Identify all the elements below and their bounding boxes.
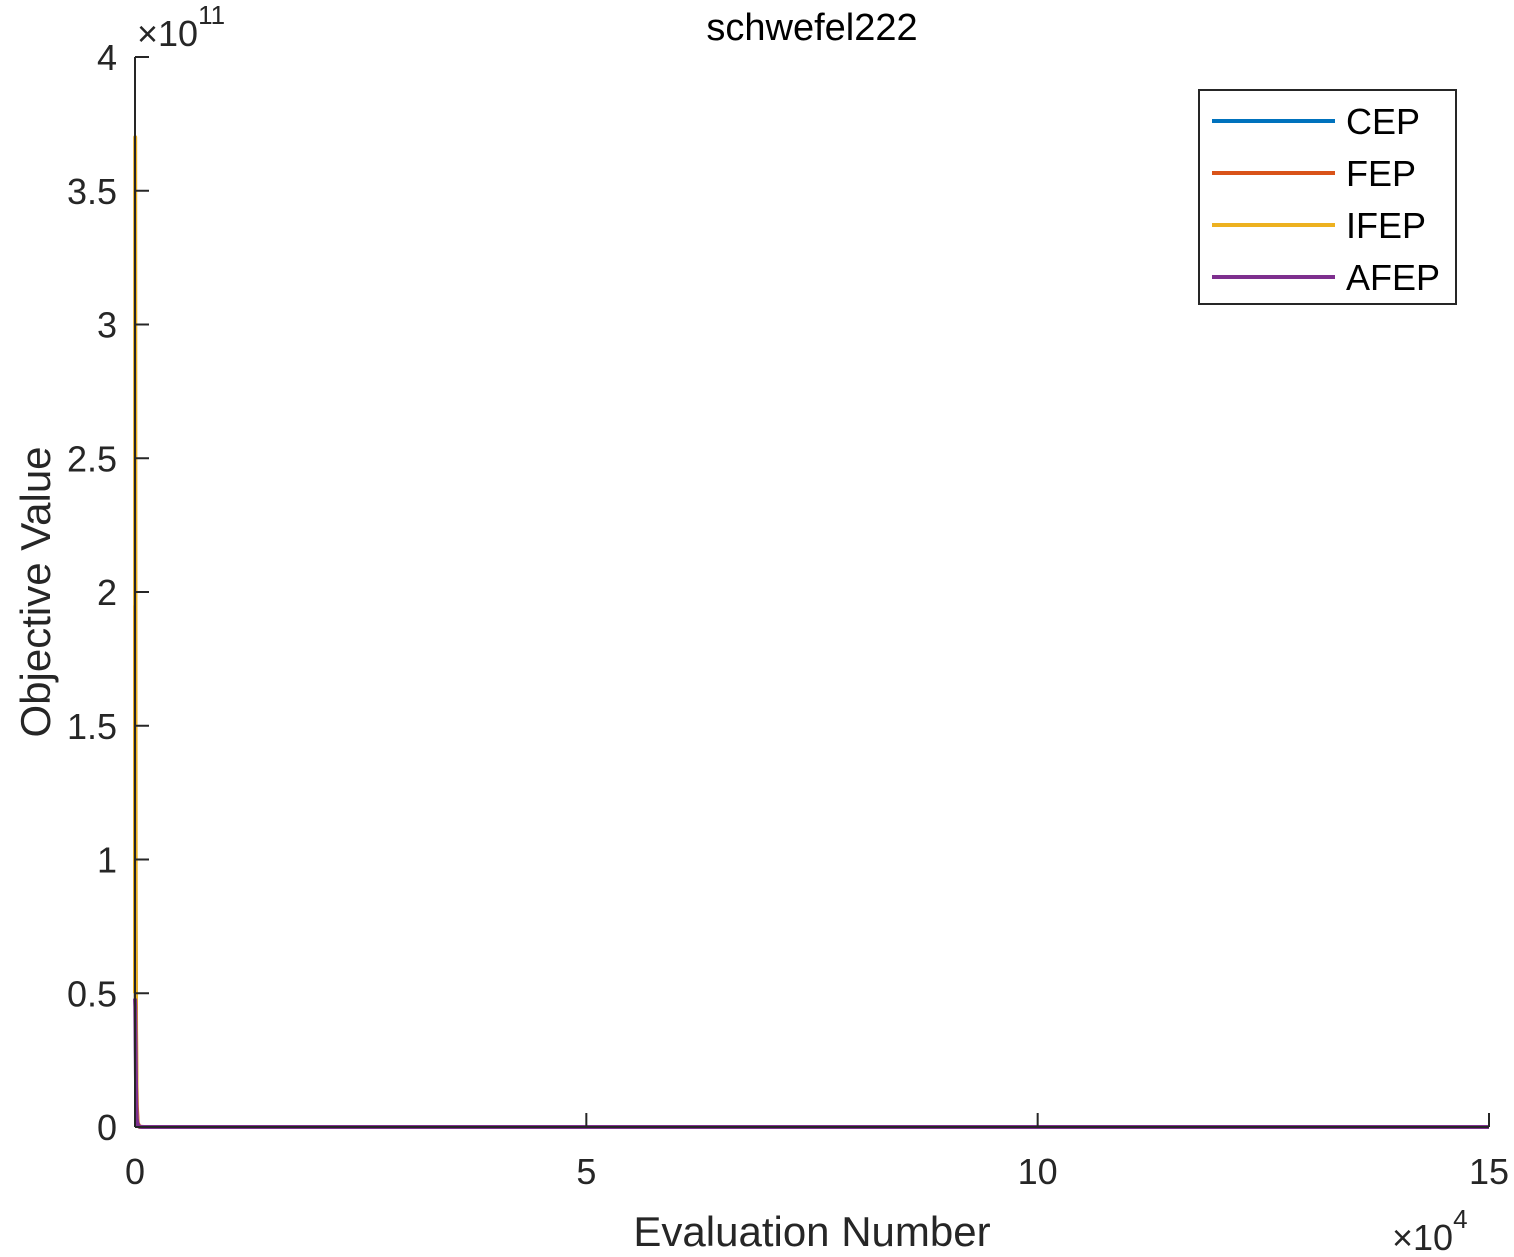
legend: CEP FEP IFEP AFEP xyxy=(1198,89,1457,305)
y-multiplier-base: ×10 xyxy=(137,13,198,54)
y-tick-label: 1.5 xyxy=(67,706,117,747)
y-tick-label: 3.5 xyxy=(67,171,117,212)
y-axis-label: Objective Value xyxy=(12,446,59,737)
y-tick-label: 4 xyxy=(97,37,117,78)
x-tick-label: 15 xyxy=(1469,1151,1509,1192)
x-tick-label: 5 xyxy=(576,1151,596,1192)
legend-label-ifep: IFEP xyxy=(1346,205,1426,246)
y-tick-label: 2.5 xyxy=(67,438,117,479)
x-ticks: 0 5 10 15 xyxy=(125,1113,1509,1192)
x-multiplier-base: ×10 xyxy=(1392,1217,1453,1257)
y-tick-label: 3 xyxy=(97,305,117,346)
y-tick-label: 0 xyxy=(97,1107,117,1148)
x-axis-label: Evaluation Number xyxy=(633,1208,990,1255)
chart-title: schwefel222 xyxy=(706,7,917,49)
y-tick-label: 1 xyxy=(97,840,117,881)
y-ticks: 0 0.5 1 1.5 2 2.5 3 3.5 4 xyxy=(67,37,149,1148)
legend-label-afep: AFEP xyxy=(1346,257,1440,298)
legend-label-fep: FEP xyxy=(1346,153,1416,194)
x-axis-multiplier: ×104 xyxy=(1392,1204,1468,1257)
legend-label-cep: CEP xyxy=(1346,101,1420,142)
x-tick-label: 0 xyxy=(125,1151,145,1192)
y-tick-label: 0.5 xyxy=(67,973,117,1014)
y-axis-multiplier: ×1011 xyxy=(137,0,225,54)
y-multiplier-exponent: 11 xyxy=(198,0,225,30)
legend-box xyxy=(1198,89,1457,305)
x-multiplier-exponent: 4 xyxy=(1453,1204,1467,1234)
x-tick-label: 10 xyxy=(1018,1151,1058,1192)
y-tick-label: 2 xyxy=(97,572,117,613)
